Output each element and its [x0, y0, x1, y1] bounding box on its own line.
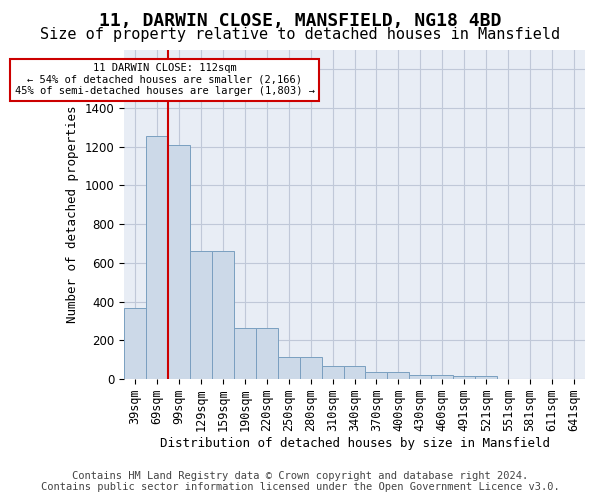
Text: Size of property relative to detached houses in Mansfield: Size of property relative to detached ho… [40, 28, 560, 42]
Bar [168, 145, 190, 379]
Text: Contains HM Land Registry data © Crown copyright and database right 2024.
Contai: Contains HM Land Registry data © Crown c… [41, 471, 559, 492]
Bar [453, 376, 475, 379]
Bar [431, 375, 453, 379]
Bar [344, 366, 365, 379]
Y-axis label: Number of detached properties: Number of detached properties [66, 106, 79, 323]
Bar [278, 357, 299, 379]
Bar [234, 328, 256, 379]
Text: 11 DARWIN CLOSE: 112sqm
← 54% of detached houses are smaller (2,166)
45% of semi: 11 DARWIN CLOSE: 112sqm ← 54% of detache… [14, 63, 314, 96]
Bar [146, 136, 168, 379]
Bar [409, 375, 431, 379]
Bar [299, 357, 322, 379]
Bar [212, 252, 234, 379]
Text: 11, DARWIN CLOSE, MANSFIELD, NG18 4BD: 11, DARWIN CLOSE, MANSFIELD, NG18 4BD [99, 12, 501, 30]
Bar [322, 366, 344, 379]
X-axis label: Distribution of detached houses by size in Mansfield: Distribution of detached houses by size … [160, 437, 550, 450]
Bar [124, 308, 146, 379]
Bar [365, 372, 388, 379]
Bar [190, 252, 212, 379]
Bar [256, 328, 278, 379]
Bar [388, 372, 409, 379]
Bar [475, 376, 497, 379]
